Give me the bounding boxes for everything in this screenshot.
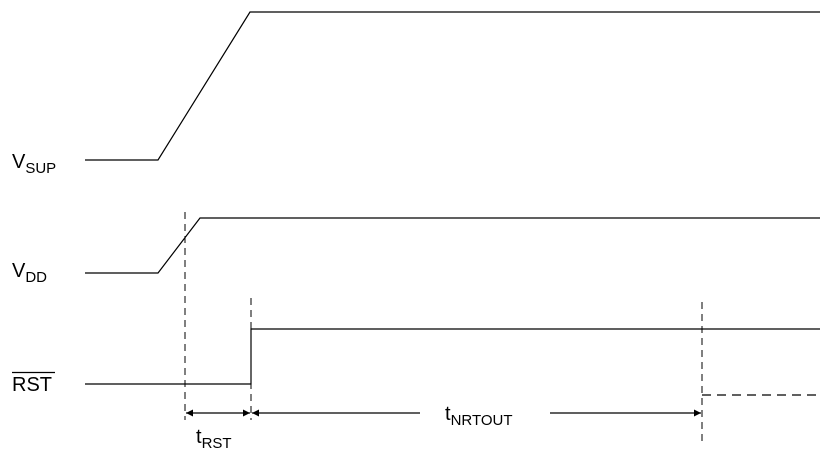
- vsup-waveform: [85, 11, 820, 161]
- t-nrtout-label: tNRTOUT: [445, 403, 513, 429]
- t-rst-label: tRST: [196, 426, 232, 451]
- rst-waveform: [85, 328, 820, 385]
- rst-label: RST: [12, 374, 52, 396]
- vsup-label: VSUP: [12, 151, 56, 177]
- vdd-label: VDD: [12, 260, 47, 286]
- vdd-waveform: [85, 217, 820, 274]
